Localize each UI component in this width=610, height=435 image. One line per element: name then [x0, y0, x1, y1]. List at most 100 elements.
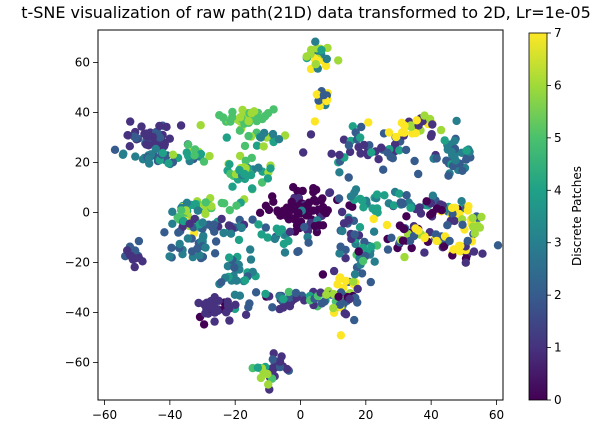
scatter-point [130, 262, 139, 272]
scatter-point [299, 148, 308, 157]
scatter-point [251, 288, 261, 297]
scatter-point [349, 277, 358, 286]
scatter-point [383, 245, 393, 254]
scatter-point [440, 136, 449, 145]
scatter-point [377, 143, 386, 152]
scatter-point [463, 236, 472, 246]
scatter-point [432, 204, 442, 213]
scatter-point [341, 254, 350, 263]
scatter-point [168, 207, 177, 216]
scatter-point [236, 113, 245, 122]
scatter-point [257, 178, 267, 187]
scatter-point [428, 120, 437, 129]
scatter-point [199, 320, 209, 329]
scatter-point [264, 380, 273, 389]
scatter-point [196, 149, 206, 159]
scatter-point [196, 121, 205, 130]
scatter-point [165, 252, 174, 261]
scatter-point [263, 369, 272, 379]
scatter-point [322, 290, 331, 299]
scatter-point [411, 224, 420, 233]
scatter-point [387, 233, 396, 242]
scatter-point [182, 148, 191, 157]
scatter-point [336, 331, 346, 340]
scatter-point [217, 278, 226, 287]
scatter-point [383, 148, 392, 157]
scatter-point [410, 156, 419, 166]
scatter-point [357, 269, 367, 278]
scatter-point [341, 276, 351, 286]
scatter-point [402, 212, 411, 221]
colorbar-tick-label: 6 [554, 78, 562, 92]
scatter-point [302, 52, 311, 61]
scatter-point [182, 198, 192, 207]
y-tick-label: 20 [75, 156, 90, 170]
scatter-point [379, 165, 388, 174]
scatter-point [358, 256, 368, 266]
scatter-point [358, 196, 367, 205]
scatter-point [294, 208, 303, 218]
x-tick-label: −40 [157, 408, 182, 422]
scatter-point [198, 218, 207, 227]
scatter-point [306, 130, 316, 139]
y-tick-label: −20 [65, 256, 90, 270]
scatter-point [335, 249, 344, 258]
scatter-point [223, 262, 233, 271]
scatter-point [344, 173, 353, 182]
scatter-point [439, 242, 449, 251]
scatter-point [300, 222, 309, 232]
scatter-point [201, 198, 210, 207]
x-axis: −60 −40 −20 0 20 40 60 [92, 400, 504, 422]
scatter-point [201, 243, 210, 252]
scatter-point [395, 221, 405, 230]
scatter-point [123, 131, 132, 140]
scatter-point [144, 154, 154, 163]
scatter-point [426, 210, 435, 219]
scatter-point [165, 134, 174, 143]
scatter-point [318, 270, 328, 279]
scatter-point [416, 209, 426, 218]
scatter-point [130, 132, 139, 141]
scatter-point [284, 287, 294, 297]
scatter-point [125, 142, 134, 151]
scatter-point [259, 142, 268, 151]
scatter-point [400, 121, 409, 130]
scatter-point [340, 309, 349, 318]
scatter-point [287, 197, 296, 207]
scatter-point [359, 140, 369, 150]
chart-title: t-SNE visualization of raw path(21D) dat… [21, 3, 591, 22]
scatter-point [167, 243, 176, 252]
y-axis: −60 −40 −20 0 20 40 60 [65, 56, 98, 370]
scatter-point [382, 220, 392, 230]
scatter-point [420, 233, 429, 243]
scatter-point [240, 276, 250, 285]
scatter-point [215, 111, 224, 120]
scatter-point [244, 117, 253, 126]
colorbar-tick-label: 4 [554, 183, 562, 197]
scatter-point [240, 169, 249, 179]
scatter-point [191, 200, 200, 209]
scatter-point [366, 277, 375, 287]
scatter-point [232, 201, 241, 210]
scatter-point [462, 146, 471, 155]
y-tick-label: −60 [65, 356, 90, 370]
scatter-point [338, 226, 347, 236]
scatter-point [119, 149, 128, 158]
scatter-point [321, 61, 331, 71]
scatter-point [356, 133, 365, 142]
scatter-point [312, 90, 322, 99]
scatter-point [334, 194, 344, 203]
scatter-point [225, 160, 234, 169]
scatter-point [329, 303, 338, 313]
scatter-point [225, 253, 234, 262]
scatter-point [217, 214, 226, 224]
scatter-point [246, 245, 255, 254]
scatter-point [126, 251, 135, 261]
colorbar-tick-label: 5 [554, 131, 562, 145]
scatter-point [333, 280, 342, 289]
scatter-point [261, 223, 270, 232]
scatter-point [420, 111, 429, 120]
scatter-point [160, 228, 169, 237]
scatter-point [493, 241, 503, 250]
scatter-point [309, 184, 318, 193]
